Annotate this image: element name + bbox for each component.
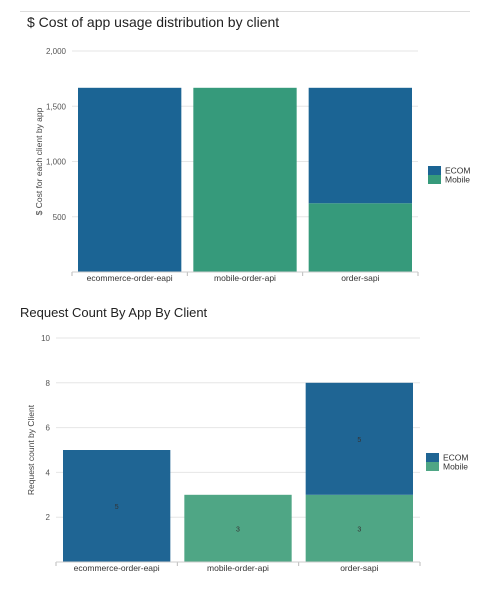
chart-title: $ Cost of app usage distribution by clie… [27, 14, 279, 30]
y-tick-label: 6 [46, 424, 51, 433]
bar-ecom [78, 87, 182, 272]
x-tick-label: order-sapi [341, 273, 379, 283]
y-tick-label: 500 [53, 213, 67, 222]
x-tick-label: mobile-order-api [214, 273, 276, 283]
legend-label-mobile: Mobile [443, 462, 468, 472]
legend-label-ecom: ECOM [445, 166, 471, 176]
x-tick-label: ecommerce-order-eapi [74, 563, 160, 573]
chart-title: Request Count By App By Client [20, 305, 208, 320]
bar-mobile [305, 494, 413, 562]
legend-swatch-mobile [428, 175, 441, 184]
bar-mobile [184, 494, 292, 562]
y-tick-label: 2,000 [46, 47, 67, 56]
legend-swatch-mobile [426, 462, 439, 471]
top-divider [20, 11, 470, 12]
x-tick-label: order-sapi [340, 563, 378, 573]
data-label: 5 [115, 504, 119, 511]
data-label: 3 [357, 526, 361, 533]
data-label: 3 [236, 526, 240, 533]
y-tick-label: 2 [46, 513, 51, 522]
y-tick-label: 10 [41, 334, 50, 343]
y-tick-label: 1,000 [46, 158, 67, 167]
x-tick-label: ecommerce-order-eapi [87, 273, 173, 283]
y-tick-label: 8 [46, 379, 51, 388]
y-tick-label: 4 [46, 468, 51, 477]
bar-ecom [63, 450, 171, 562]
x-tick-label: mobile-order-api [207, 563, 269, 573]
y-axis-title: Request count by Client [26, 404, 36, 495]
bar-ecom [308, 87, 412, 204]
bar-ecom [305, 382, 413, 495]
y-tick-label: 1,500 [46, 102, 67, 111]
cost-distribution-chart: $ Cost of app usage distribution by clie… [27, 14, 471, 283]
data-label: 5 [357, 437, 361, 444]
bar-mobile [193, 87, 297, 272]
legend-label-ecom: ECOM [443, 453, 469, 463]
request-count-chart: Request Count By App By Client 2 4 6 8 10 Requ… [20, 305, 469, 573]
bar-mobile [308, 203, 412, 272]
legend-swatch-ecom [428, 166, 441, 175]
legend-swatch-ecom [426, 453, 439, 462]
legend-label-mobile: Mobile [445, 175, 470, 185]
y-axis-title: $ Cost for each client by app [34, 107, 44, 215]
